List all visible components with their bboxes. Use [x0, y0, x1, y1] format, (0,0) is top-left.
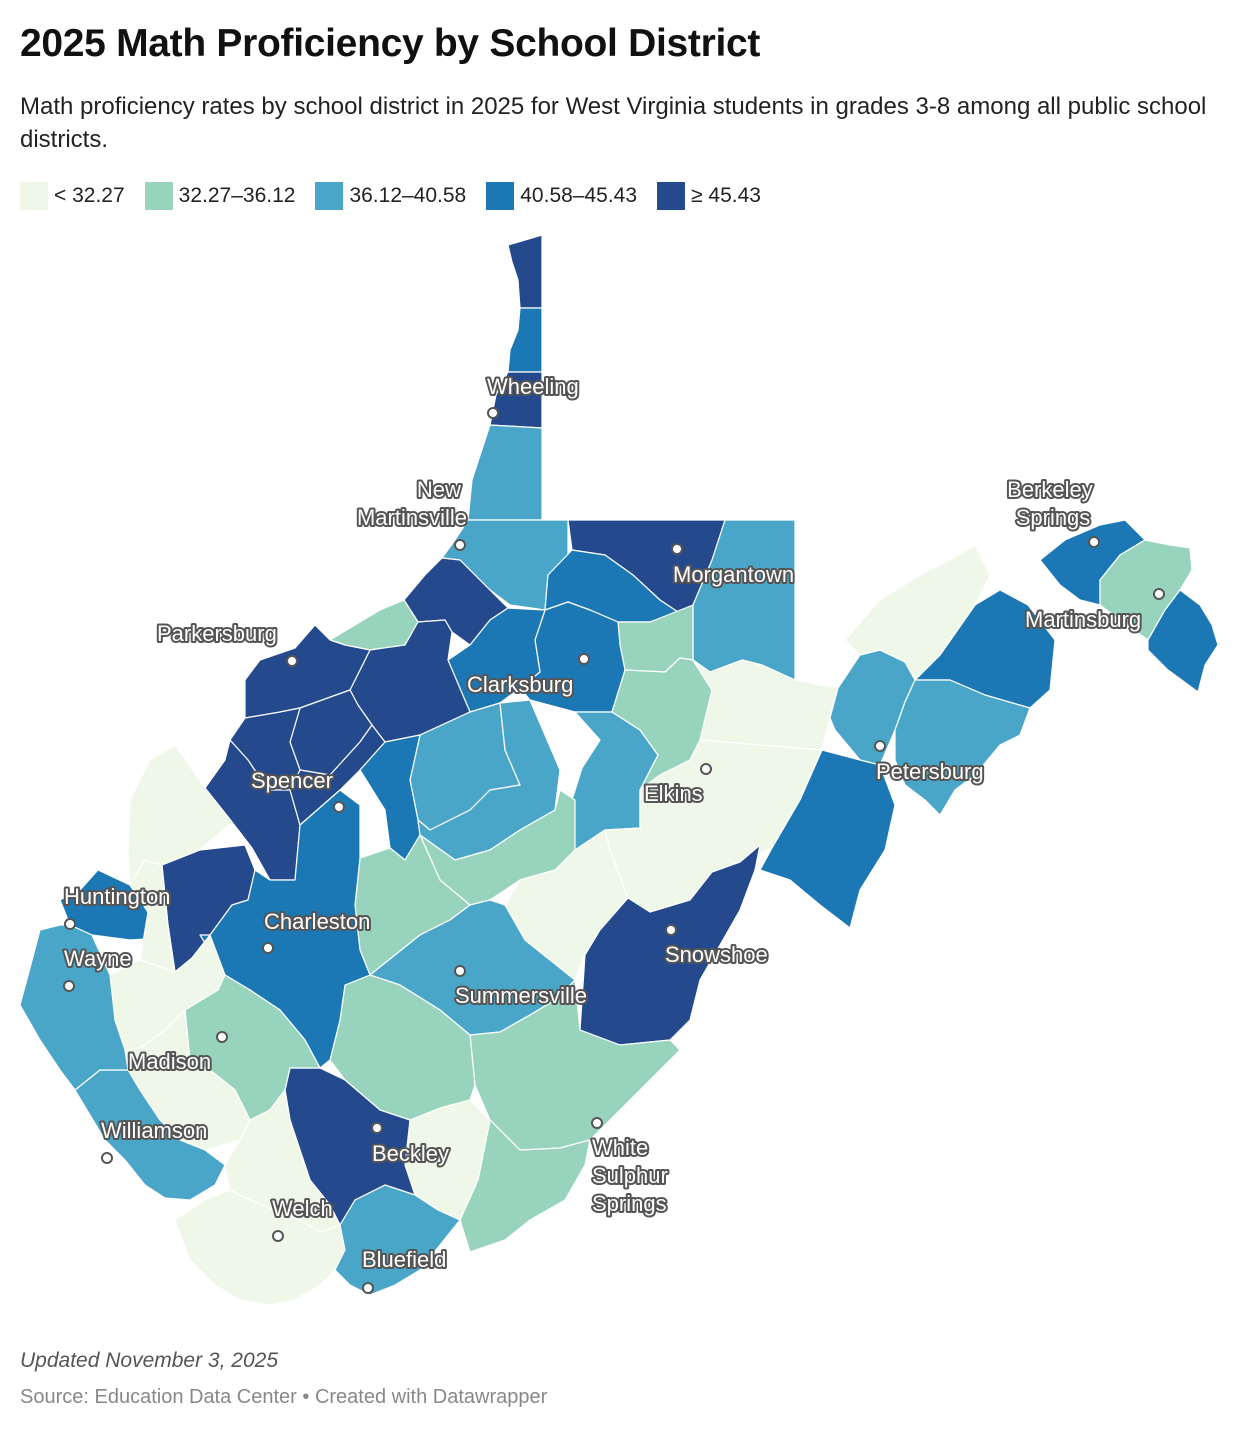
city-label-snowshoe: Snowshoe	[665, 942, 768, 967]
county-tyler[interactable]	[403, 557, 509, 646]
legend-label-2: 32.27–36.12	[178, 184, 296, 207]
city-dot-snowshoe	[665, 924, 677, 936]
legend-item-4: 40.58–45.43	[486, 182, 637, 210]
city-label-white-sulphur-springs-line3: Springs	[592, 1191, 667, 1216]
city-label-elkins: Elkins	[644, 781, 703, 806]
legend-label-1: < 32.27	[54, 184, 125, 207]
city-label-morgantown: Morgantown	[673, 562, 794, 587]
city-label-clarksburg: Clarksburg	[467, 672, 573, 697]
city-label-new-martinsville-line1: New	[417, 477, 461, 502]
county-wayne[interactable]	[19, 924, 129, 1091]
city-dot-elkins	[700, 763, 712, 775]
city-label-berkeley-springs-line1: Berkeley	[1007, 477, 1093, 502]
city-dot-summersville	[454, 965, 466, 977]
county-doddridge[interactable]	[447, 607, 546, 713]
city-dot-wayne	[63, 980, 75, 992]
legend-swatch-1	[20, 182, 48, 210]
city-dot-clarksburg	[578, 653, 590, 665]
city-label-white-sulphur-springs-line2: Sulphur	[592, 1163, 668, 1188]
city-label-berkeley-springs: Berkeley Springs	[1007, 477, 1099, 530]
city-label-martinsburg: Martinsburg	[1025, 607, 1141, 632]
city-dot-huntington	[64, 918, 76, 930]
city-dot-parkersburg	[286, 655, 298, 667]
legend-item-1: < 32.27	[20, 182, 125, 210]
county-hampshire[interactable]	[844, 544, 991, 681]
city-label-parkersburg: Parkersburg	[157, 621, 277, 646]
legend-item-3: 36.12–40.58	[315, 182, 466, 210]
chart-subtitle: Math proficiency rates by school distric…	[20, 93, 1207, 153]
county-mason-north[interactable]	[127, 744, 233, 886]
county-brooke[interactable]	[507, 307, 543, 373]
county-hardy[interactable]	[894, 679, 1031, 816]
city-label-madison: Madison	[128, 1049, 211, 1074]
chart-title: 2025 Math Proficiency by School District	[20, 22, 761, 65]
city-dot-new-martinsville	[454, 539, 466, 551]
city-label-wheeling: Wheeling	[487, 374, 579, 399]
city-label-welch: Welch	[272, 1196, 333, 1221]
city-label-williamson: Williamson	[101, 1118, 207, 1143]
city-label-berkeley-springs-line2: Springs	[1016, 505, 1091, 530]
city-label-beckley: Beckley	[372, 1141, 449, 1166]
city-dot-bluefield	[362, 1282, 374, 1294]
city-label-petersburg: Petersburg	[876, 759, 984, 784]
city-dot-williamson	[101, 1152, 113, 1164]
city-dot-martinsburg	[1153, 588, 1165, 600]
counties	[19, 234, 1219, 1306]
legend-label-4: 40.58–45.43	[520, 184, 638, 207]
city-dot-white-sulphur-springs	[591, 1117, 603, 1129]
city-dot-spencer	[333, 801, 345, 813]
source-credit: Source: Education Data Center • Created …	[20, 1386, 548, 1408]
legend: < 32.27 32.27–36.12 36.12–40.58 40.58–45…	[20, 182, 781, 210]
city-label-white-sulphur-springs-line1: White	[592, 1135, 648, 1160]
city-label-spencer: Spencer	[251, 768, 333, 793]
county-marshall[interactable]	[467, 424, 543, 521]
city-label-new-martinsville-line2: Martinsville	[357, 505, 467, 530]
legend-swatch-4	[486, 182, 515, 210]
county-fayette[interactable]	[329, 974, 476, 1121]
city-label-wayne: Wayne	[64, 946, 132, 971]
county-jefferson[interactable]	[1147, 589, 1219, 693]
city-label-huntington: Huntington	[64, 884, 170, 909]
county-berkeley[interactable]	[1099, 539, 1193, 641]
county-pleasants[interactable]	[329, 599, 419, 651]
county-tucker[interactable]	[692, 659, 839, 751]
legend-swatch-3	[315, 182, 344, 210]
city-label-new-martinsville: New Martinsville	[357, 477, 467, 530]
city-dot-welch	[272, 1230, 284, 1242]
legend-item-2: 32.27–36.12	[144, 182, 296, 210]
city-label-white-sulphur-springs: White Sulphur Springs	[592, 1135, 674, 1216]
legend-item-5: ≥ 45.43	[657, 182, 761, 210]
legend-label-3: 36.12–40.58	[349, 184, 467, 207]
city-label-bluefield: Bluefield	[362, 1247, 446, 1272]
county-mercer[interactable]	[334, 1184, 461, 1296]
updated-date: Updated November 3, 2025	[20, 1349, 278, 1372]
legend-swatch-5	[657, 182, 686, 210]
city-label-charleston: Charleston	[264, 909, 370, 934]
city-label-summersville: Summersville	[455, 983, 587, 1008]
city-dot-wheeling	[487, 407, 499, 419]
city-dot-berkeley-springs	[1088, 536, 1100, 548]
legend-label-5: ≥ 45.43	[691, 184, 761, 207]
city-dot-petersburg	[874, 740, 886, 752]
city-markers: Wheeling New Martinsville Berkeley Sprin…	[62, 372, 1165, 1294]
county-wetzel[interactable]	[441, 519, 569, 611]
city-dot-charleston	[262, 942, 274, 954]
city-dot-morgantown	[671, 543, 683, 555]
county-hancock[interactable]	[507, 234, 543, 309]
legend-swatch-2	[144, 182, 173, 210]
city-dot-beckley	[371, 1122, 383, 1134]
county-mingo[interactable]	[74, 1069, 226, 1201]
county-pendleton[interactable]	[759, 749, 896, 929]
city-dot-madison	[216, 1031, 228, 1043]
